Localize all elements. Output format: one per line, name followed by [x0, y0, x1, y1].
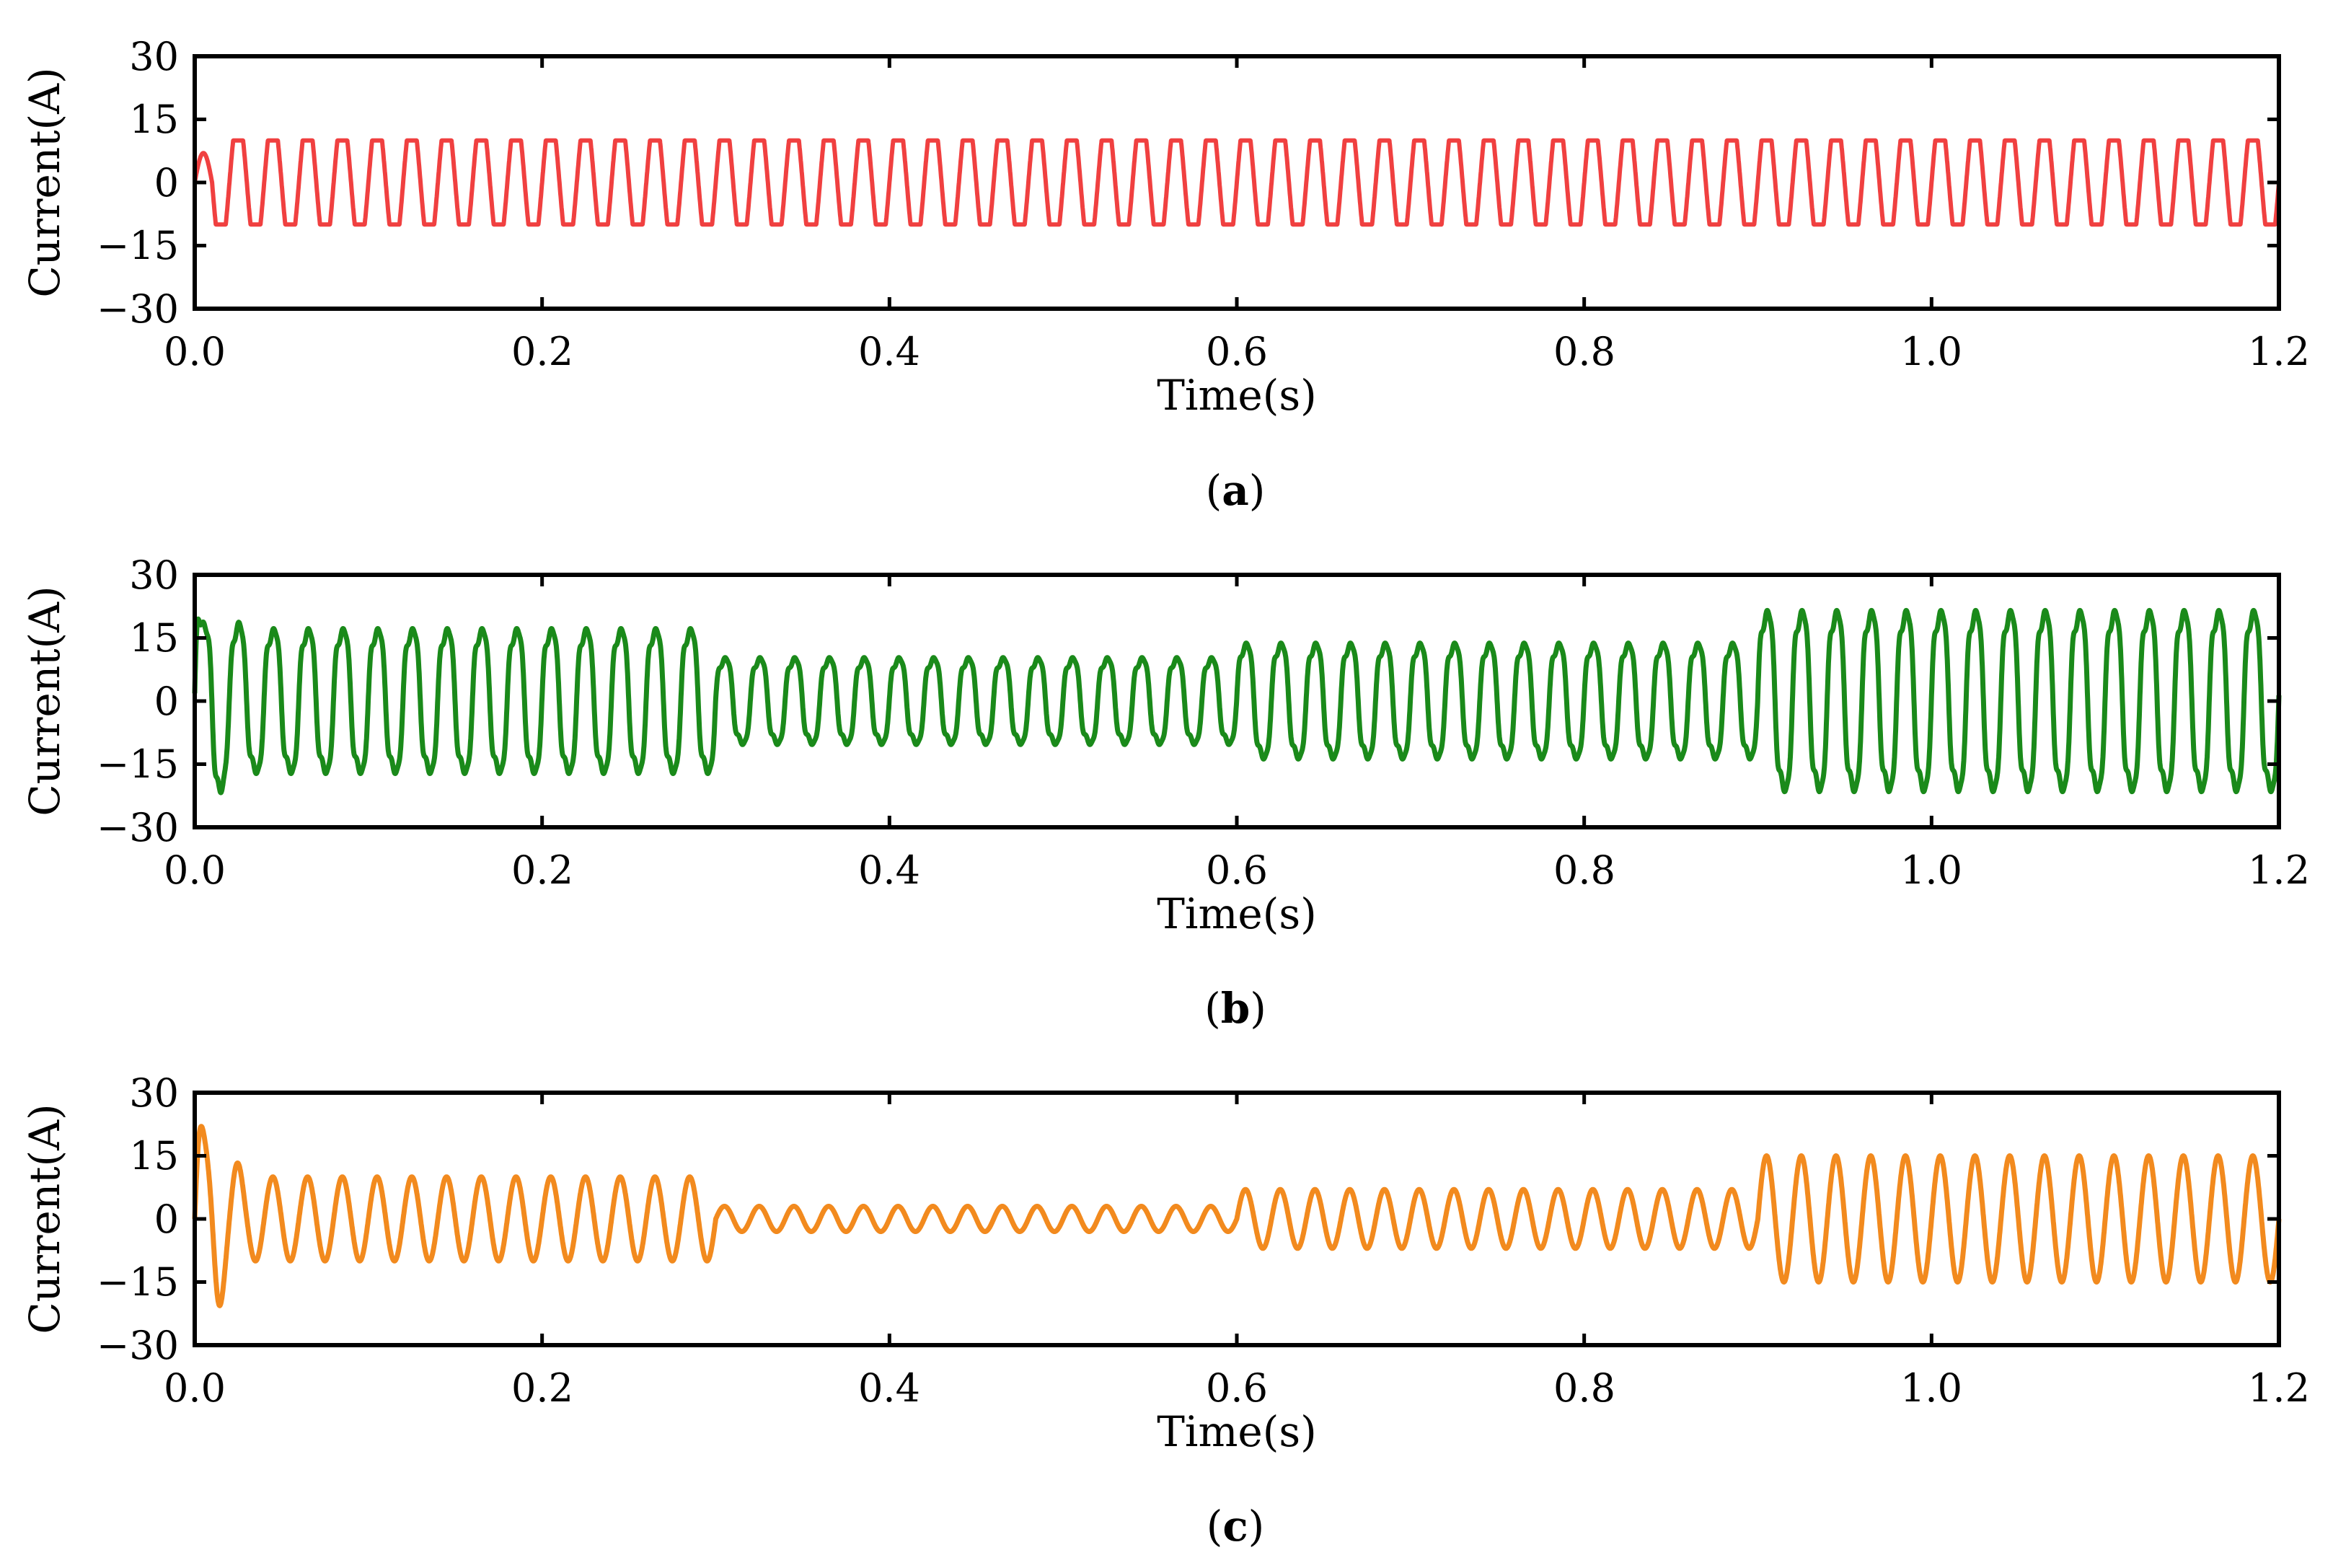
- panel-b-xtick-label: 0.2: [511, 847, 573, 893]
- panel-c-xtick-label: 0.4: [858, 1365, 920, 1411]
- panel-a-xtick-label: 0.8: [1553, 329, 1615, 374]
- panel-c-xlabel: Time(s): [1157, 1407, 1317, 1456]
- panel-a-xtick-label: 1.0: [1900, 329, 1962, 374]
- panel-c-ytick-label: 15: [129, 1133, 179, 1179]
- panel-a-xtick-label: 0.6: [1206, 329, 1268, 374]
- panel-a-series-line: [193, 138, 2281, 227]
- panel-c-xtick-label: 0.0: [164, 1365, 226, 1411]
- panel-a: 30 15 0 −15 −30 0.0 0.2 0.4 0.6 0.8 1.0 …: [20, 34, 2310, 515]
- panel-a-ytick-label: 15: [129, 97, 179, 142]
- panel-b: 30 15 0 −15 −30 0.0 0.2 0.4 0.6 0.8 1.0 …: [20, 552, 2310, 1033]
- panel-b-ytick-label: −15: [97, 741, 179, 787]
- panel-a-ytick-label: 0: [154, 160, 179, 206]
- panel-b-xtick-label: 0.6: [1206, 847, 1268, 893]
- panel-b-ytick-label: 15: [129, 615, 179, 661]
- panel-c-caption: (c): [1207, 1502, 1265, 1551]
- panel-b-caption: (b): [1204, 984, 1266, 1033]
- panel-b-ytick-label: 0: [154, 679, 179, 724]
- panel-a-ytick-label: −30: [97, 286, 179, 332]
- panel-b-xtick-label: 0.0: [164, 847, 226, 893]
- panel-a-xtick-label: 0.0: [164, 329, 226, 374]
- panel-c-ylabel: Current(A): [20, 1104, 69, 1334]
- panel-c: 30 15 0 −15 −30 0.0 0.2 0.4 0.6 0.8 1.0 …: [20, 1070, 2310, 1551]
- panel-c-ytick-label: −30: [97, 1323, 179, 1368]
- panel-c-series-line: [192, 1124, 2282, 1308]
- panel-c-ytick-label: 30: [129, 1070, 179, 1116]
- panel-b-series-line: [192, 607, 2282, 796]
- panel-c-xtick-label: 0.2: [511, 1365, 573, 1411]
- panel-c-xtick-label: 1.0: [1900, 1365, 1962, 1411]
- panel-b-ylabel: Current(A): [20, 586, 69, 816]
- panel-b-ytick-label: −30: [97, 805, 179, 850]
- panel-c-xtick-label: 0.6: [1206, 1365, 1268, 1411]
- panel-b-xtick-label: 1.0: [1900, 847, 1962, 893]
- panel-b-ytick-label: 30: [129, 552, 179, 598]
- panel-b-xtick-label: 1.2: [2248, 847, 2310, 893]
- panel-a-ticks: [193, 54, 2281, 311]
- panel-b-xtick-label: 0.8: [1553, 847, 1615, 893]
- panel-a-caption: (a): [1206, 466, 1266, 515]
- panel-a-ytick-label: 30: [129, 34, 179, 79]
- panel-b-ticks: [193, 573, 2281, 829]
- panel-a-xtick-label: 0.4: [858, 329, 920, 374]
- panel-a-ylabel: Current(A): [20, 67, 69, 297]
- panel-a-xtick-label: 1.2: [2248, 329, 2310, 374]
- panel-a-ytick-label: −15: [97, 223, 179, 268]
- panel-c-xtick-label: 0.8: [1553, 1365, 1615, 1411]
- panel-c-ticks: [193, 1091, 2281, 1347]
- panel-a-xtick-label: 0.2: [511, 329, 573, 374]
- panel-c-ytick-label: 0: [154, 1197, 179, 1242]
- panel-c-ytick-label: −15: [97, 1259, 179, 1305]
- panel-a-xlabel: Time(s): [1157, 371, 1317, 420]
- panel-c-xtick-label: 1.2: [2248, 1365, 2310, 1411]
- panel-b-xlabel: Time(s): [1157, 889, 1317, 938]
- panel-b-xtick-label: 0.4: [858, 847, 920, 893]
